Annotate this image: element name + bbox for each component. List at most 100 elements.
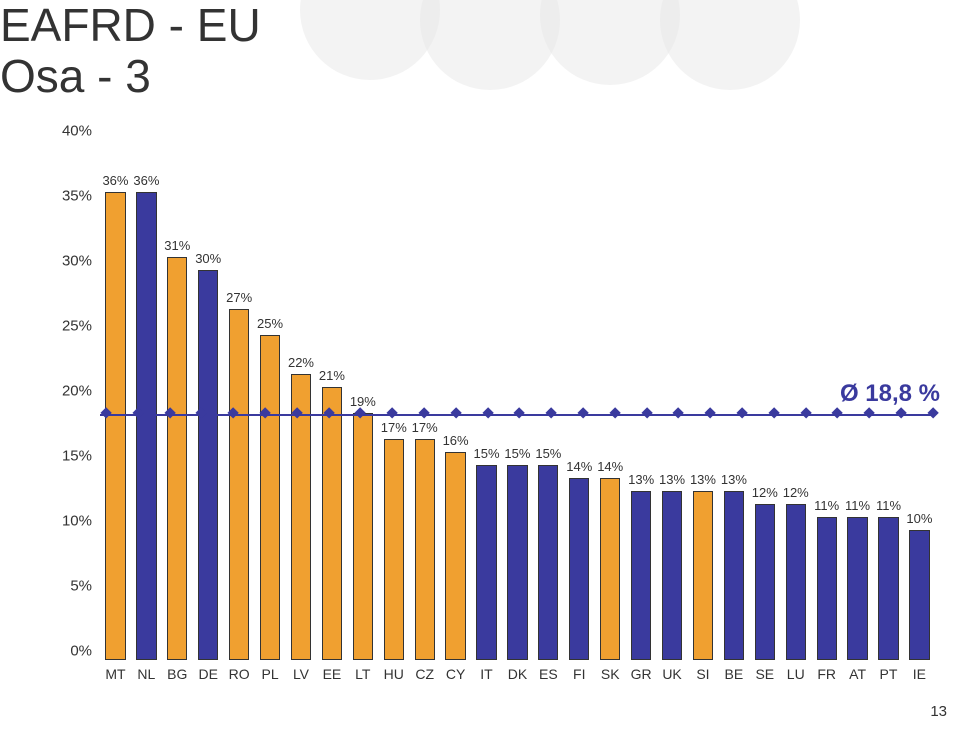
x-axis-category-label: AT	[849, 666, 866, 682]
bar-value-label: 12%	[752, 485, 778, 500]
bar-value-label: 14%	[566, 459, 592, 474]
bar	[384, 439, 404, 660]
x-axis-category-label: FI	[573, 666, 585, 682]
bar	[198, 270, 218, 660]
bar-wrapper: 17%HU	[379, 439, 408, 660]
bar	[878, 517, 898, 660]
bar-value-label: 19%	[350, 394, 376, 409]
bar-wrapper: 13%SI	[689, 491, 718, 660]
decorative-circle	[660, 0, 800, 90]
bar-value-label: 25%	[257, 316, 283, 331]
bar	[600, 478, 620, 660]
bar-value-label: 15%	[504, 446, 530, 461]
bar-wrapper: 15%IT	[472, 465, 501, 660]
bar	[817, 517, 837, 660]
y-axis-tick-label: 35%	[62, 188, 92, 205]
x-axis-category-label: DK	[508, 666, 527, 682]
y-axis-tick-label: 20%	[62, 383, 92, 400]
decorative-circle	[420, 0, 560, 90]
bar	[693, 491, 713, 660]
bar-wrapper: 12%LU	[781, 504, 810, 660]
y-axis-tick-label: 15%	[62, 448, 92, 465]
x-axis-category-label: CZ	[415, 666, 434, 682]
bar-value-label: 17%	[381, 420, 407, 435]
x-axis-category-label: IE	[913, 666, 926, 682]
bar-value-label: 13%	[628, 472, 654, 487]
bar-value-label: 22%	[288, 355, 314, 370]
bar-value-label: 21%	[319, 368, 345, 383]
bar	[322, 387, 342, 660]
bar	[167, 257, 187, 660]
x-axis-category-label: HU	[384, 666, 404, 682]
bar	[260, 335, 280, 660]
x-axis-category-label: LU	[787, 666, 805, 682]
bar-value-label: 15%	[474, 446, 500, 461]
bar	[569, 478, 589, 660]
bar-wrapper: 13%UK	[658, 491, 687, 660]
bar-wrapper: 14%FI	[565, 478, 594, 660]
bar	[631, 491, 651, 660]
x-axis-category-label: ES	[539, 666, 558, 682]
bar-wrapper: 13%BE	[719, 491, 748, 660]
chart: 36%MT36%NL31%BG30%DE27%RO25%PL22%LV21%EE…	[55, 140, 935, 690]
y-axis-tick-label: 0%	[70, 643, 92, 660]
bar-value-label: 11%	[814, 498, 839, 513]
title-block: EAFRD - EU Osa - 3	[0, 0, 261, 101]
bar	[291, 374, 311, 660]
x-axis-category-label: SI	[696, 666, 709, 682]
bar-value-label: 13%	[690, 472, 716, 487]
bar-value-label: 11%	[876, 498, 901, 513]
bar-wrapper: 31%BG	[163, 257, 192, 660]
x-axis-category-label: SE	[755, 666, 774, 682]
bar	[909, 530, 929, 660]
plot-area: 36%MT36%NL31%BG30%DE27%RO25%PL22%LV21%EE…	[100, 140, 935, 660]
y-axis-tick-label: 30%	[62, 253, 92, 270]
bar-wrapper: 15%ES	[534, 465, 563, 660]
bar-wrapper: 25%PL	[256, 335, 285, 660]
y-axis-tick-label: 40%	[62, 123, 92, 140]
bar-wrapper: 36%MT	[101, 192, 130, 660]
bar	[786, 504, 806, 660]
title-line-2: Osa - 3	[0, 51, 261, 102]
bar-wrapper: 13%GR	[627, 491, 656, 660]
x-axis-category-label: PT	[880, 666, 898, 682]
bar-wrapper: 14%SK	[596, 478, 625, 660]
x-axis-category-label: DE	[198, 666, 217, 682]
x-axis-category-label: LT	[355, 666, 370, 682]
bar-value-label: 12%	[783, 485, 809, 500]
y-axis-tick-label: 25%	[62, 318, 92, 335]
bar-value-label: 15%	[535, 446, 561, 461]
bar-value-label: 36%	[133, 173, 159, 188]
x-axis-category-label: IT	[480, 666, 492, 682]
bar-value-label: 10%	[906, 511, 932, 526]
bar-value-label: 11%	[845, 498, 870, 513]
bar-wrapper: 27%RO	[225, 309, 254, 660]
bar-wrapper: 36%NL	[132, 192, 161, 660]
bar-wrapper: 10%IE	[905, 530, 934, 660]
bar	[538, 465, 558, 660]
bar	[445, 452, 465, 660]
bar-wrapper: 12%SE	[750, 504, 779, 660]
x-axis-category-label: MT	[105, 666, 125, 682]
bar-value-label: 13%	[721, 472, 747, 487]
x-axis-category-label: LV	[293, 666, 309, 682]
bar	[229, 309, 249, 660]
bar-value-label: 13%	[659, 472, 685, 487]
bar-wrapper: 19%LT	[348, 413, 377, 660]
bar-value-label: 27%	[226, 290, 252, 305]
bar-wrapper: 11%PT	[874, 517, 903, 660]
x-axis-category-label: BG	[167, 666, 187, 682]
bar-wrapper: 21%EE	[317, 387, 346, 660]
bar-value-label: 31%	[164, 238, 190, 253]
bar-value-label: 36%	[102, 173, 128, 188]
bar	[105, 192, 125, 660]
bar	[724, 491, 744, 660]
bar-wrapper: 15%DK	[503, 465, 532, 660]
bar-value-label: 30%	[195, 251, 221, 266]
x-axis-category-label: RO	[229, 666, 250, 682]
bar	[476, 465, 496, 660]
bar-value-label: 14%	[597, 459, 623, 474]
page-number: 13	[930, 703, 947, 720]
bar	[136, 192, 156, 660]
bar	[847, 517, 867, 660]
